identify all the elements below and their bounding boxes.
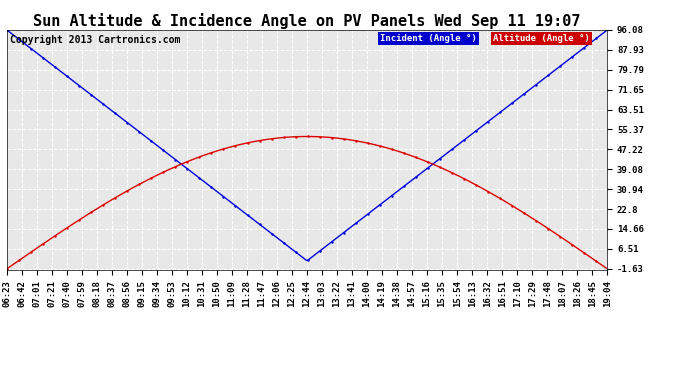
- Text: Copyright 2013 Cartronics.com: Copyright 2013 Cartronics.com: [10, 35, 180, 45]
- Text: Incident (Angle °): Incident (Angle °): [380, 34, 477, 43]
- Text: Altitude (Angle °): Altitude (Angle °): [493, 34, 590, 43]
- Title: Sun Altitude & Incidence Angle on PV Panels Wed Sep 11 19:07: Sun Altitude & Incidence Angle on PV Pan…: [33, 13, 581, 29]
